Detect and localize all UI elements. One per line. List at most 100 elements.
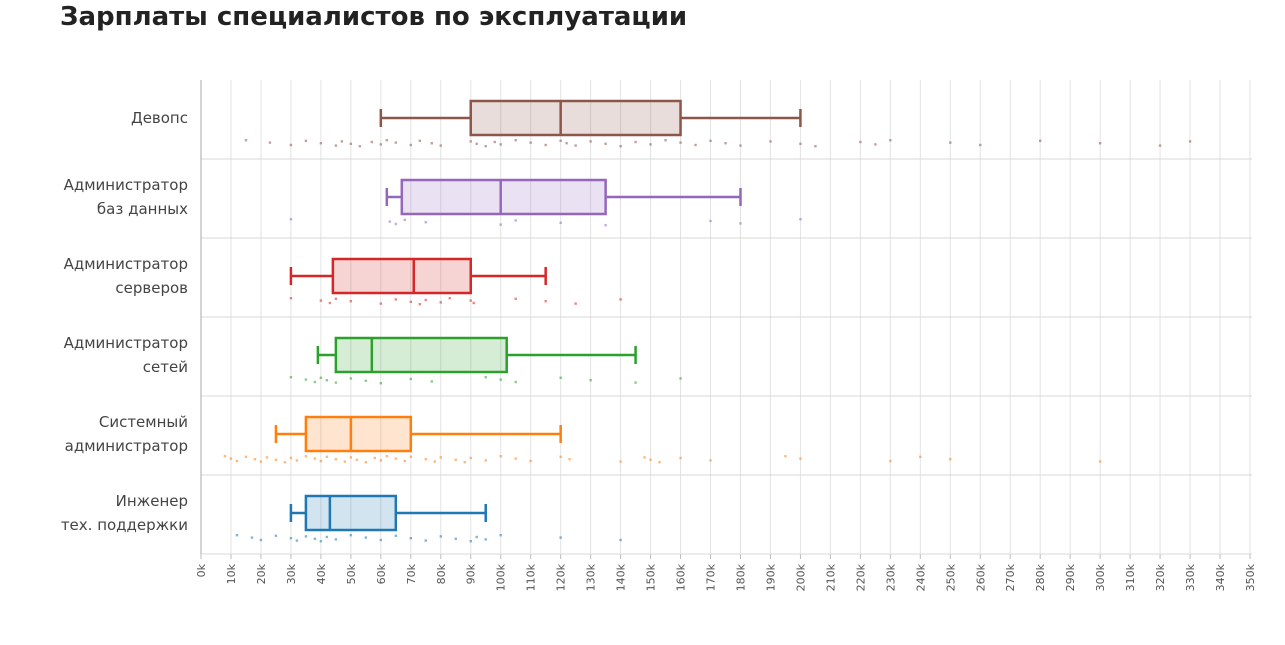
data-point bbox=[574, 144, 577, 147]
data-point bbox=[334, 458, 338, 461]
data-point bbox=[349, 300, 353, 303]
data-point bbox=[649, 458, 652, 461]
data-point bbox=[370, 140, 374, 144]
data-point bbox=[529, 141, 532, 144]
data-point bbox=[499, 223, 502, 226]
x-tick-label: 0k bbox=[195, 563, 208, 577]
data-point bbox=[379, 382, 383, 385]
data-point bbox=[739, 222, 742, 225]
data-point bbox=[724, 142, 727, 145]
data-point bbox=[424, 221, 427, 224]
data-point bbox=[799, 218, 802, 221]
x-tick-label: 300k bbox=[1094, 563, 1107, 591]
data-point bbox=[619, 538, 622, 542]
data-point bbox=[289, 218, 293, 221]
data-point bbox=[235, 459, 239, 463]
data-point bbox=[259, 538, 263, 542]
data-point bbox=[565, 142, 568, 145]
data-point bbox=[325, 455, 329, 458]
data-point bbox=[385, 455, 389, 458]
x-tick-label: 220k bbox=[854, 563, 867, 591]
x-tick-label: 20k bbox=[255, 563, 268, 584]
x-tick-label: 170k bbox=[705, 563, 718, 591]
x-tick-label: 50k bbox=[345, 563, 358, 584]
data-point bbox=[499, 143, 502, 146]
data-point bbox=[439, 535, 442, 538]
x-tick-label: 100k bbox=[495, 563, 508, 591]
x-tick-label: 290k bbox=[1064, 563, 1077, 591]
data-point bbox=[634, 140, 637, 144]
data-point bbox=[919, 455, 922, 458]
x-tick-label: 180k bbox=[734, 563, 747, 591]
data-point bbox=[319, 459, 323, 463]
x-tick-label: 30k bbox=[285, 563, 298, 584]
data-point bbox=[499, 534, 502, 537]
data-point bbox=[799, 142, 802, 145]
data-point bbox=[454, 458, 457, 461]
data-point bbox=[463, 461, 466, 464]
data-point bbox=[418, 303, 421, 306]
data-point bbox=[430, 380, 433, 383]
category-label: Инженер тех. поддержки bbox=[60, 492, 188, 534]
data-point bbox=[439, 144, 442, 147]
x-tick-label: 310k bbox=[1124, 563, 1137, 591]
data-point bbox=[325, 379, 329, 382]
data-point bbox=[319, 540, 323, 543]
data-point bbox=[394, 298, 398, 301]
data-point bbox=[469, 540, 472, 543]
data-point bbox=[334, 144, 338, 147]
data-point bbox=[394, 141, 398, 144]
x-tick-label: 350k bbox=[1244, 563, 1257, 591]
data-point bbox=[355, 458, 359, 461]
data-point bbox=[328, 301, 332, 305]
data-point bbox=[694, 143, 697, 147]
data-point bbox=[334, 538, 338, 541]
x-tick-label: 160k bbox=[675, 563, 688, 591]
data-point bbox=[559, 455, 562, 458]
data-point bbox=[544, 300, 547, 303]
data-point bbox=[349, 456, 353, 459]
data-point bbox=[409, 455, 412, 458]
data-point bbox=[1098, 142, 1102, 145]
data-point bbox=[784, 455, 787, 458]
data-point bbox=[319, 299, 323, 302]
data-point bbox=[403, 218, 407, 221]
data-point bbox=[559, 536, 562, 539]
data-point bbox=[409, 143, 412, 147]
data-point bbox=[313, 537, 317, 540]
data-point bbox=[358, 145, 362, 148]
data-point bbox=[349, 534, 353, 537]
x-tick-label: 200k bbox=[794, 563, 807, 591]
data-point bbox=[604, 224, 607, 227]
data-point bbox=[859, 140, 862, 144]
data-point bbox=[559, 376, 562, 379]
data-point bbox=[244, 455, 248, 458]
data-point bbox=[574, 302, 577, 305]
x-tick-label: 240k bbox=[914, 563, 927, 591]
data-point bbox=[559, 221, 562, 224]
data-point bbox=[475, 535, 478, 539]
data-point bbox=[289, 143, 293, 147]
data-point bbox=[325, 535, 329, 539]
data-point bbox=[424, 458, 427, 461]
data-point bbox=[364, 536, 368, 539]
data-point bbox=[235, 534, 239, 537]
data-point bbox=[589, 379, 592, 382]
x-tick-label: 130k bbox=[585, 563, 598, 591]
data-point bbox=[223, 455, 227, 458]
data-point bbox=[679, 377, 682, 380]
data-point bbox=[514, 380, 517, 384]
data-point bbox=[313, 457, 317, 460]
data-point bbox=[265, 456, 269, 459]
data-point bbox=[364, 379, 368, 382]
data-point bbox=[499, 455, 502, 458]
data-point bbox=[433, 460, 436, 463]
x-tick-label: 270k bbox=[1004, 563, 1017, 591]
x-tick-label: 190k bbox=[764, 563, 777, 591]
data-point bbox=[289, 297, 293, 300]
data-point bbox=[643, 456, 646, 459]
data-point bbox=[679, 141, 682, 144]
data-point bbox=[634, 381, 637, 384]
data-point bbox=[409, 537, 412, 540]
data-point bbox=[385, 139, 389, 142]
